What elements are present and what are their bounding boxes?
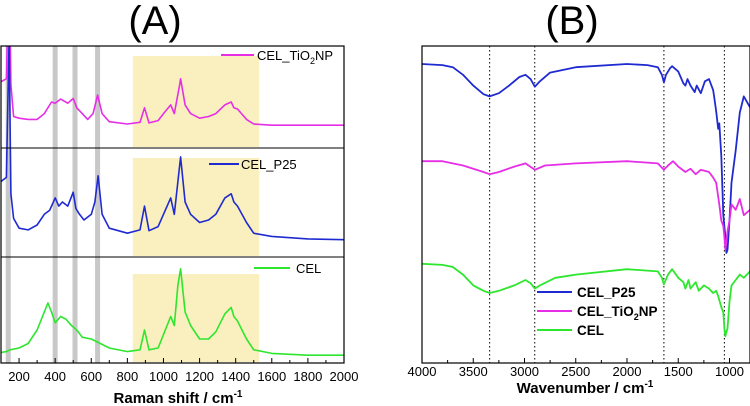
panel-a-frame	[0, 45, 345, 364]
x-tick-label: 200	[8, 369, 30, 384]
panel-a-label: (A)	[128, 0, 181, 43]
x-tick-label: 600	[80, 369, 102, 384]
x-tick-label: 3000	[510, 364, 539, 379]
x-tick-label: 1800	[293, 369, 322, 384]
x-tick-label: 400	[44, 369, 66, 384]
legend-a: CEL_TiO2NP CEL_P25 CEL	[209, 48, 333, 276]
panel-b-label: (B)	[545, 0, 598, 43]
x-tick-label: 1000	[149, 369, 178, 384]
x-tick-label: 1400	[221, 369, 250, 384]
x-tick-label: 800	[117, 369, 139, 384]
reference-line	[5, 46, 11, 363]
x-tick-label: 2500	[561, 364, 590, 379]
raman-spectra	[1, 46, 344, 357]
x-axis-ticks-b: 4000 3500 3000 2500 2000 1500 1000	[408, 358, 744, 379]
x-tick-label: 1200	[185, 369, 214, 384]
x-axis-title-a: Raman shift / cm-1	[114, 389, 243, 406]
ftir-spectra	[422, 63, 750, 338]
spectrum-line	[422, 262, 750, 338]
x-axis-ticks-a: 200 400 600 800 1000 1200 1400 1600 1800 2000	[0, 358, 359, 384]
legend-label: CEL_P25	[241, 157, 297, 172]
x-tick-label: 2000	[330, 369, 359, 384]
highlight-band	[132, 56, 260, 147]
panel-a-raman: (A) 200 400 600 800 1000 1200 1400 1600 1800 2000…	[0, 0, 359, 406]
spectrum-line	[1, 46, 344, 241]
x-tick-label: 1600	[257, 369, 286, 384]
reference-line	[95, 46, 101, 363]
spectrum-line	[1, 267, 344, 357]
highlight-band	[132, 158, 260, 256]
x-tick-label: 3500	[459, 364, 488, 379]
spectrum-line	[422, 63, 750, 254]
spectrum-line	[422, 160, 750, 251]
x-tick-label: 1500	[664, 364, 693, 379]
x-tick-label: 2000	[613, 364, 642, 379]
legend-label: CEL_TiO2NP	[257, 48, 333, 66]
highlight-bands	[132, 56, 260, 362]
legend-label: CEL	[296, 261, 321, 276]
panel-b-frame	[421, 45, 750, 364]
spectrum-line	[1, 46, 344, 126]
x-tick-label: 1000	[715, 364, 744, 379]
reference-line	[52, 46, 58, 363]
dotted-reference-lines	[489, 46, 725, 363]
highlight-band	[132, 274, 260, 362]
x-axis-title-b: Wavenumber / cm-1	[517, 379, 654, 397]
legend-label: CEL	[577, 323, 604, 338]
x-tick-label: 4000	[408, 364, 437, 379]
panel-b-ftir: (B) 4000 3500 3000 2500 2000 1500 1000 Wavenum…	[408, 0, 750, 397]
legend-label: CEL_TiO2NP	[577, 304, 658, 322]
legend-label: CEL_P25	[577, 285, 636, 300]
